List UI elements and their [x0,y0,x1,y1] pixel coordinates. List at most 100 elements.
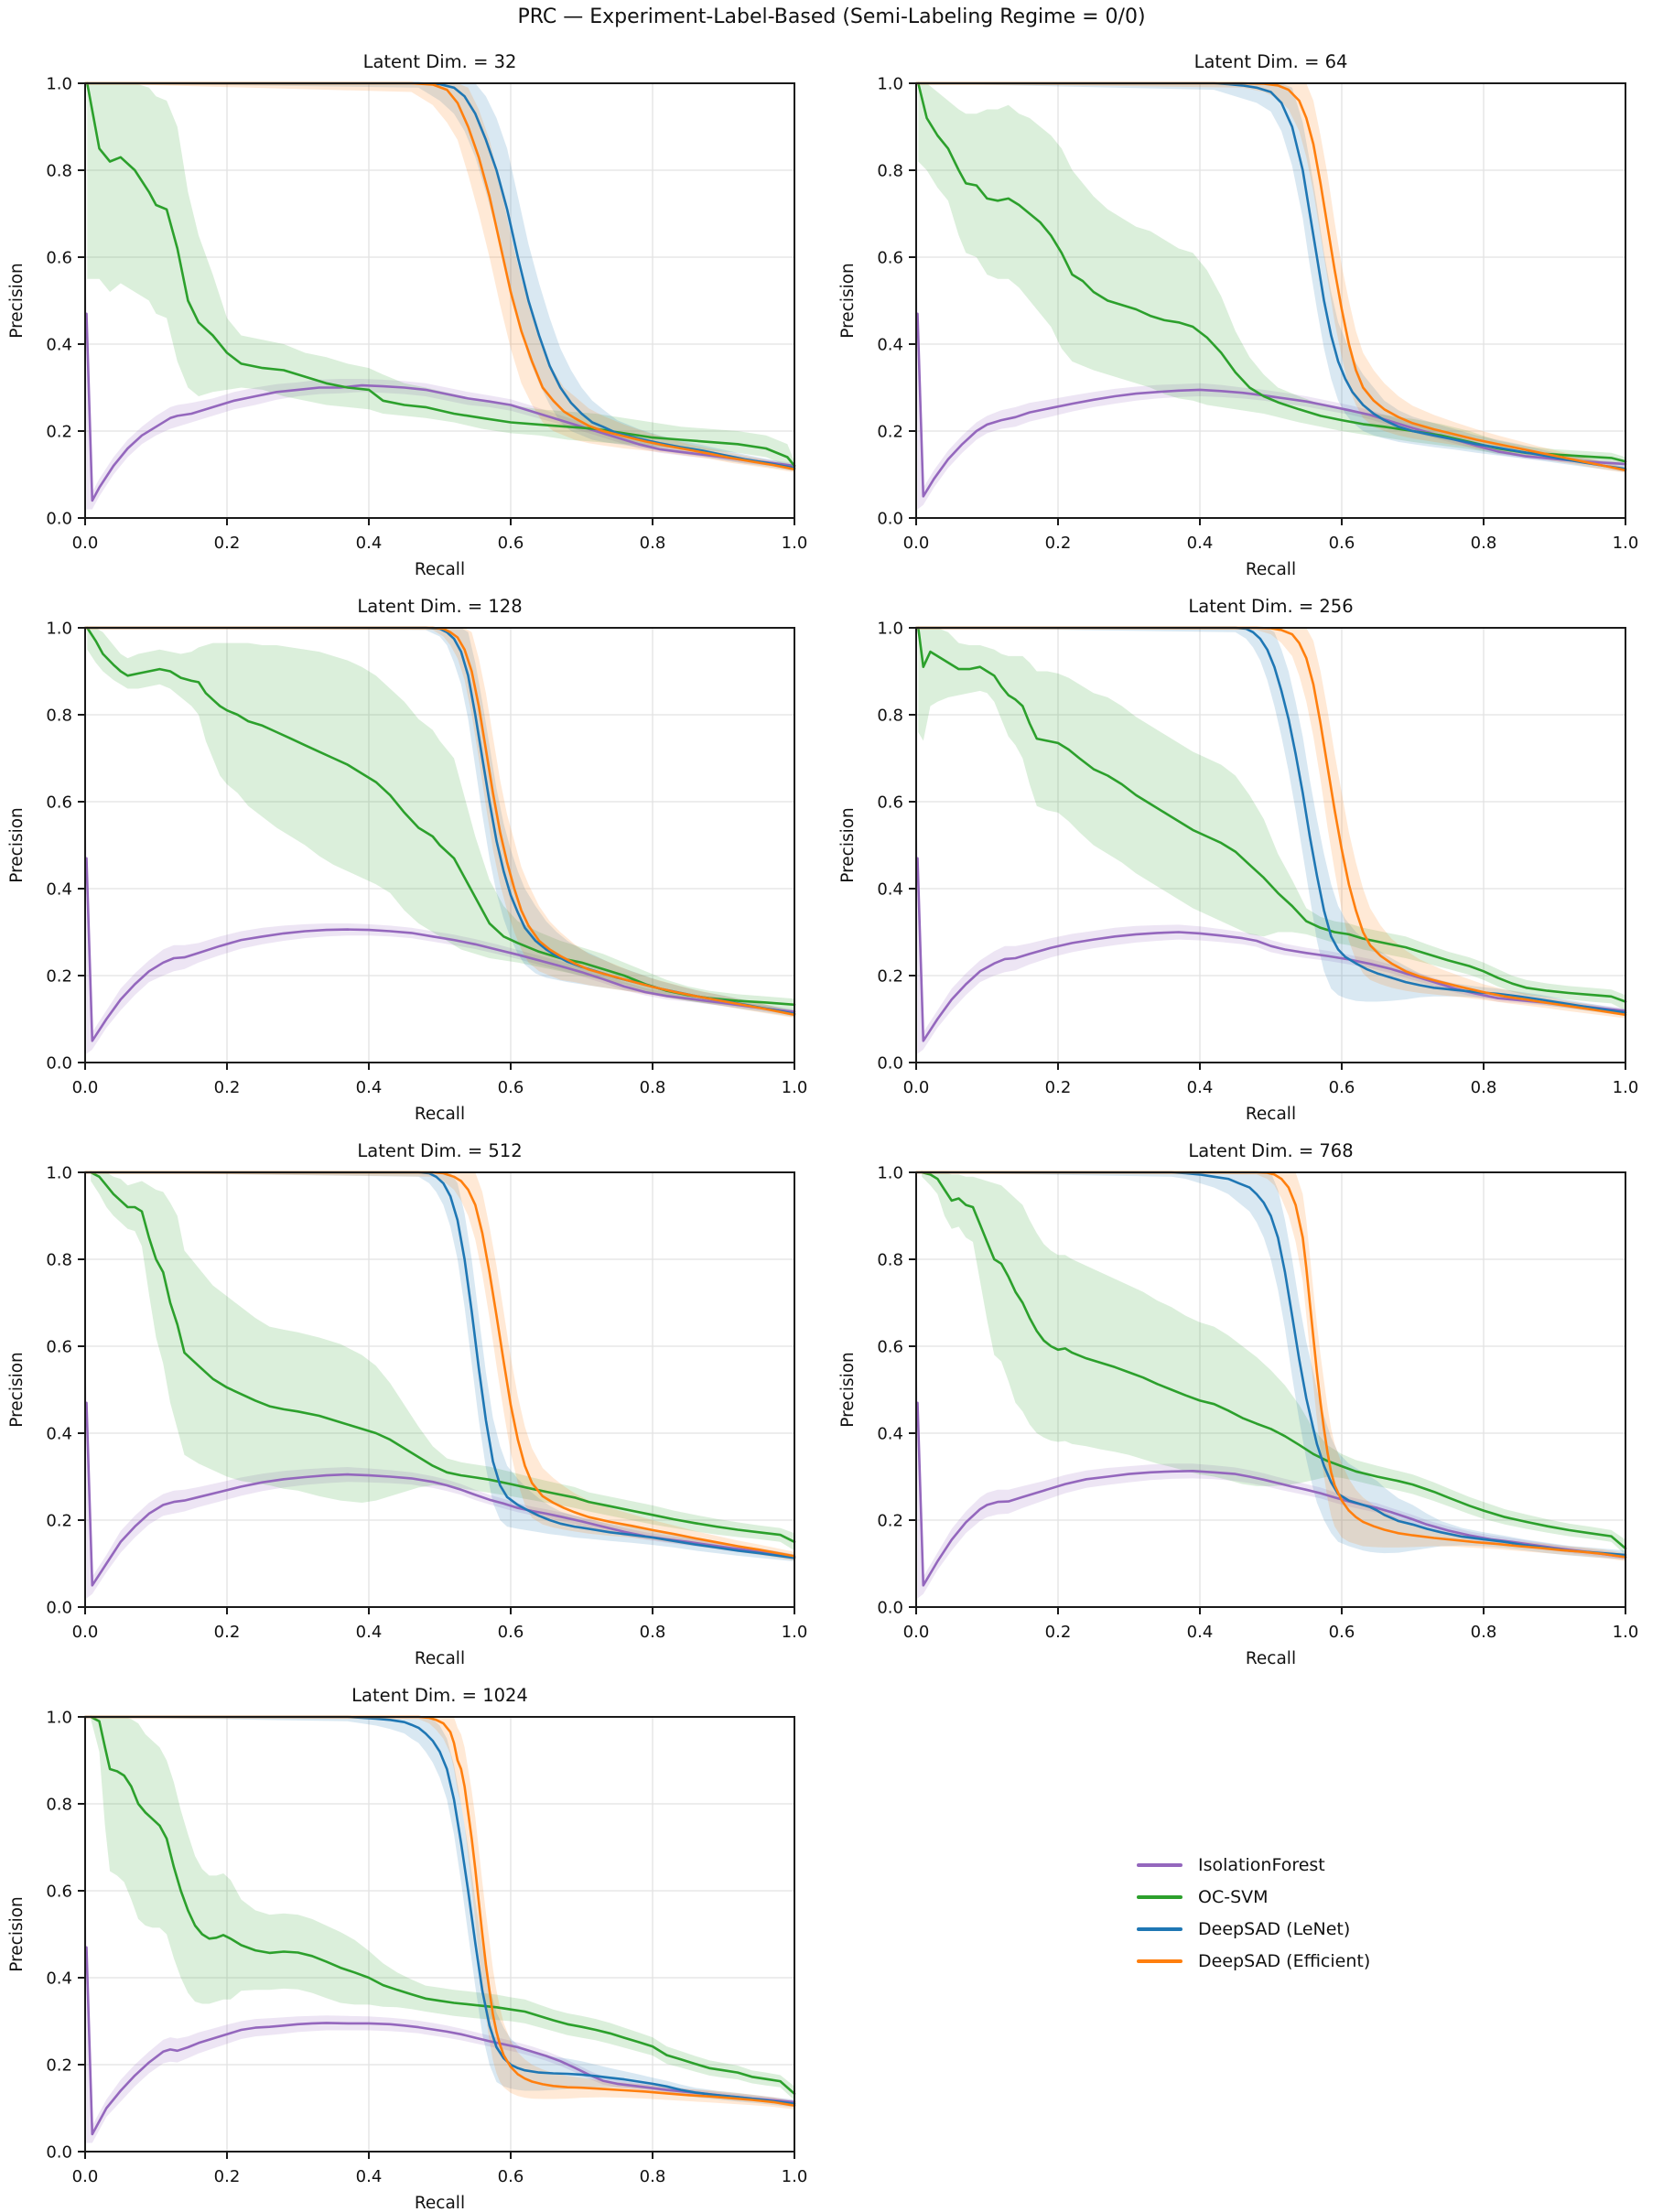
series-line-deepsad-lenet [914,1171,1627,1557]
y-tick-label: 0.2 [877,423,903,442]
x-tick-label: 0.8 [640,1623,666,1642]
x-tick-label: 0.2 [1045,534,1072,553]
y-tick-label: 0.6 [46,1338,72,1357]
x-tick-label: 0.0 [903,534,930,553]
subplot-latent-dim-64: 0.0 0.2 0.4 0.6 0.8 1.0 0.0 0.2 0.4 0.6 0.8 1.0 Reca… [838,51,1639,577]
subplot-title: Latent Dim. = 128 [357,596,522,617]
series-line-deepsad-efficient [914,1171,1627,1559]
x-axis-label: Recall [1246,560,1296,577]
y-axis-label: Precision [7,807,27,883]
x-tick-label: 0.6 [1329,534,1355,553]
y-tick-label: 0.8 [877,162,903,181]
legend-line-swatch-deepsad-efficient [1137,1959,1182,1963]
subplot-latent-dim-128: 0.0 0.2 0.4 0.6 0.8 1.0 0.0 0.2 0.4 0.6 0.8 1.0 Reca… [7,596,808,1122]
y-tick-label: 1.0 [46,620,72,639]
cell-latent-dim-1024: 0.0 0.2 0.4 0.6 0.8 1.0 0.0 0.2 0.4 0.6 0.8 1.0 Reca… [0,1667,831,2211]
x-tick-label: 1.0 [1613,534,1639,553]
series-line-isolationforest [85,312,796,502]
y-tick-label: 1.0 [877,1164,903,1183]
x-tick-label: 0.0 [903,1078,930,1097]
x-tick-label: 0.2 [214,1078,241,1097]
series-band-isolationforest [86,1926,794,2143]
series-line-deepsad-lenet [914,626,1627,1014]
y-tick-label: 0.6 [46,1883,72,1902]
x-tick-label: 0.6 [498,1078,524,1097]
series-band-oc-svm [91,1717,794,2100]
x-axis-label: Recall [415,1105,465,1122]
series-line-deepsad-efficient [83,1715,796,2108]
legend-line-swatch-isolationforest [1137,1863,1182,1867]
y-tick-label: 0.6 [877,793,903,813]
series-line-isolationforest [916,312,1627,498]
series-line-isolationforest [916,1401,1627,1587]
y-tick-label: 1.0 [46,1164,72,1183]
x-tick-label: 0.4 [1187,1078,1214,1097]
subplot-latent-dim-256: 0.0 0.2 0.4 0.6 0.8 1.0 0.0 0.2 0.4 0.6 0.8 1.0 Reca… [838,596,1638,1122]
axes-spines [84,1716,795,2153]
x-tick-label: 0.0 [72,1078,99,1097]
series-line-deepsad-efficient [83,626,796,1017]
y-tick-label: 0.8 [46,162,72,181]
series-band-oc-svm [922,1172,1625,1555]
x-tick-label: 0.6 [1329,1078,1355,1097]
series-band-oc-svm [91,1172,794,1551]
y-axis-label: Precision [838,263,858,339]
y-tick-label: 1.0 [46,75,72,94]
cell-latent-dim-128: 0.0 0.2 0.4 0.6 0.8 1.0 0.0 0.2 0.4 0.6 0.8 1.0 Reca… [0,577,831,1122]
x-tick-label: 0.2 [1045,1078,1072,1097]
y-tick-label: 0.4 [46,1969,72,1989]
cell-legend: IsolationForest OC-SVM DeepSAD (LeNet) D… [831,1667,1662,2211]
series-line-oc-svm [89,1715,796,2096]
axes-spines [84,1171,795,1608]
y-tick-label: 1.0 [877,620,903,639]
legend-line-swatch-oc-svm [1137,1895,1182,1899]
x-tick-label: 0.8 [640,534,666,553]
series-band-isolationforest [86,292,794,510]
legend-label-oc-svm: OC-SVM [1198,1887,1269,1907]
x-tick-label: 0.2 [214,2167,241,2186]
y-tick-label: 0.0 [46,1599,72,1618]
legend-line-swatch-deepsad-lenet [1137,1927,1182,1931]
x-tick-label: 0.8 [1471,1623,1497,1642]
y-tick-label: 0.2 [46,967,72,987]
legend-item-deepsad-lenet: DeepSAD (LeNet) [1137,1919,1370,1939]
x-tick-label: 0.0 [903,1623,930,1642]
y-tick-label: 0.0 [46,2143,72,2163]
y-tick-label: 0.8 [46,1251,72,1270]
cell-latent-dim-512: 0.0 0.2 0.4 0.6 0.8 1.0 0.0 0.2 0.4 0.6 0.8 1.0 Reca… [0,1122,831,1667]
x-tick-label: 0.6 [498,2167,524,2186]
x-axis-label: Recall [415,1649,465,1667]
series-line-oc-svm [920,1171,1627,1550]
series-band-deepsad-lenet [916,1172,1625,1559]
x-tick-label: 0.8 [640,1078,666,1097]
series-line-deepsad-lenet [83,1171,796,1559]
y-tick-label: 1.0 [46,1709,72,1728]
x-tick-label: 0.8 [1471,534,1497,553]
series-band-isolationforest [917,1381,1625,1599]
y-tick-label: 0.2 [877,1512,903,1531]
cell-latent-dim-768: 0.0 0.2 0.4 0.6 0.8 1.0 0.0 0.2 0.4 0.6 0.8 1.0 Reca… [831,1122,1662,1667]
subplot-title: Latent Dim. = 512 [357,1140,522,1161]
y-axis-label: Precision [7,263,27,339]
y-tick-label: 0.6 [46,793,72,813]
y-tick-label: 0.2 [46,2056,72,2076]
x-tick-label: 1.0 [782,1078,808,1097]
y-tick-label: 0.2 [46,423,72,442]
y-tick-label: 0.0 [877,1054,903,1074]
series-line-isolationforest [85,857,796,1042]
x-tick-label: 0.2 [214,534,241,553]
x-tick-label: 0.6 [498,1623,524,1642]
x-tick-label: 0.6 [1329,1623,1355,1642]
y-tick-label: 0.4 [46,880,72,900]
series-line-oc-svm [89,1171,796,1544]
series-line-oc-svm [86,626,796,1007]
series-line-oc-svm [86,81,796,468]
cell-latent-dim-256: 0.0 0.2 0.4 0.6 0.8 1.0 0.0 0.2 0.4 0.6 0.8 1.0 Reca… [831,577,1662,1122]
series-band-oc-svm [87,628,795,1011]
y-tick-label: 0.4 [877,336,903,355]
x-tick-label: 0.6 [498,534,524,553]
subplot-grid: 0.0 0.2 0.4 0.6 0.8 1.0 0.0 0.2 0.4 0.6 0.8 1.0 Reca… [0,33,1662,2211]
x-tick-label: 1.0 [782,2167,808,2186]
y-tick-label: 0.6 [46,249,72,268]
subplot-title: Latent Dim. = 1024 [351,1685,528,1706]
